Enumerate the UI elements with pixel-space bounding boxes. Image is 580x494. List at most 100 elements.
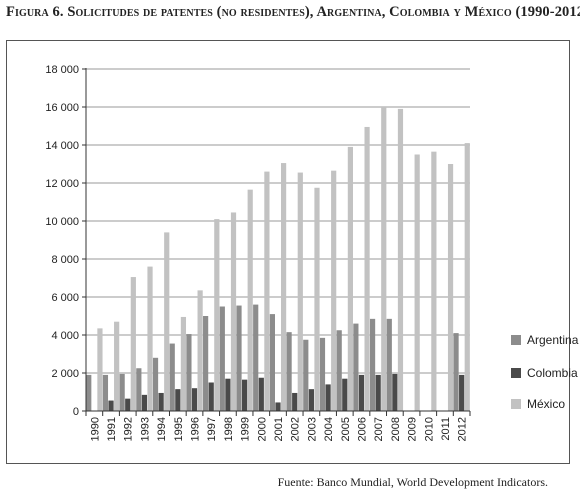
x-tick-label: 2001: [273, 417, 285, 441]
gridlines: [86, 68, 470, 374]
y-tick-label: 10 000: [45, 216, 79, 228]
bar-colombia-1997: [208, 382, 214, 411]
x-tick-label: 1997: [206, 417, 218, 441]
y-axis-ticks: 0 2 000 4 000 6 000 8 000 10 000 12 000 14 000 1…: [45, 64, 86, 418]
bar-colombia-1991: [108, 400, 114, 411]
x-tick-label: 2005: [340, 417, 352, 441]
bar-colombia-1996: [191, 388, 198, 411]
bar-argentina-2004: [319, 337, 326, 411]
bar-colombia-2007: [375, 374, 381, 411]
legend-swatch-colombia: [511, 368, 521, 378]
bar-argentina-2012: [453, 333, 459, 411]
chart-frame: [6, 40, 570, 464]
bar-argentina-1992: [119, 373, 125, 411]
bar-méxico-2002: [297, 172, 303, 411]
bar-argentina-2006: [353, 323, 359, 411]
x-tick-label: 2012: [457, 417, 469, 441]
bar-colombia-2012: [459, 374, 465, 411]
y-tick-label: 16 000: [45, 102, 79, 114]
bar-méxico-1996: [197, 290, 203, 411]
bar-argentina-2008: [386, 318, 392, 411]
legend-label-argentina: Argentina: [527, 333, 579, 347]
x-tick-label: 2007: [373, 417, 385, 441]
bar-méxico-1998: [230, 212, 237, 411]
bar-colombia-2003: [308, 389, 314, 411]
x-tick-label: 2004: [323, 417, 335, 441]
x-tick-label: 2011: [440, 417, 452, 441]
source-note: Fuente: Banco Mundial, World Development…: [277, 475, 548, 489]
bar-argentina-2003: [303, 339, 309, 411]
bar-méxico-1997: [214, 219, 220, 411]
y-tick-label: 2 000: [51, 368, 79, 380]
bar-argentina-1993: [136, 368, 142, 411]
bar-méxico-1990: [97, 328, 103, 411]
bar-colombia-2004: [325, 384, 331, 411]
bar-méxico-2000: [264, 171, 270, 411]
bar-méxico-1991: [114, 321, 120, 411]
legend-label-colombia: Colombia: [527, 366, 578, 380]
x-tick-label: 1995: [173, 417, 185, 441]
bar-argentina-2001: [269, 314, 275, 411]
bar-argentina-2002: [286, 332, 292, 411]
legend-swatch-méxico: [511, 399, 521, 409]
x-tick-label: 2002: [290, 417, 302, 441]
x-tick-label: 2010: [423, 417, 435, 441]
bar-colombia-1998: [225, 378, 231, 411]
y-tick-label: 4 000: [51, 330, 79, 342]
bar-argentina-1990: [86, 374, 92, 411]
bar-méxico-2004: [331, 170, 337, 411]
bar-argentina-1998: [219, 306, 225, 411]
axes: [85, 68, 470, 412]
legend: Argentina Colombia México: [511, 333, 579, 411]
bar-argentina-2007: [369, 318, 376, 411]
y-tick-label: 18 000: [45, 64, 79, 76]
bar-méxico-2008: [397, 108, 404, 412]
bar-méxico-2003: [314, 187, 320, 411]
x-axis-ticks: 1990 1991 1992 1993 1994 1995 1996 1997 1998 1999…: [85, 411, 471, 441]
bar-méxico-2006: [364, 126, 370, 411]
bar-méxico-2007: [381, 107, 387, 411]
x-tick-label: 1991: [106, 417, 118, 441]
x-tick-label: 1993: [139, 417, 151, 441]
bar-colombia-1999: [242, 379, 248, 411]
x-tick-label: 2000: [256, 417, 268, 441]
bar-colombia-1994: [158, 392, 164, 411]
bar-colombia-2005: [342, 378, 348, 411]
bar-colombia-2000: [258, 377, 264, 411]
x-tick-label: 1992: [123, 417, 135, 441]
bar-méxico-2010: [431, 151, 437, 411]
y-tick-label: 12 000: [45, 178, 79, 190]
bar-méxico-1992: [130, 277, 136, 411]
y-tick-label: 0: [73, 406, 79, 418]
bar-colombia-2008: [392, 373, 398, 411]
x-tick-label: 1996: [190, 417, 202, 441]
bars: [86, 107, 470, 412]
legend-label-méxico: México: [527, 397, 565, 411]
bar-méxico-2005: [347, 146, 353, 411]
bar-argentina-1994: [152, 357, 159, 411]
bar-méxico-2009: [414, 154, 420, 411]
bar-méxico-2011: [447, 164, 454, 411]
y-tick-label: 8 000: [51, 254, 79, 266]
bar-méxico-1993: [147, 266, 153, 411]
bar-méxico-2001: [281, 163, 287, 411]
x-tick-label: 1990: [89, 417, 101, 441]
bar-argentina-1991: [102, 374, 109, 411]
bar-colombia-2001: [275, 402, 281, 411]
x-tick-label: 1999: [240, 417, 252, 441]
bar-argentina-1997: [203, 316, 209, 411]
y-tick-label: 14 000: [45, 140, 79, 152]
x-tick-label: 1998: [223, 417, 235, 441]
bar-colombia-1993: [141, 394, 148, 411]
bar-méxico-2012: [464, 143, 470, 411]
x-tick-label: 2008: [390, 417, 402, 441]
y-tick-label: 6 000: [51, 292, 79, 304]
bar-argentina-1996: [186, 334, 192, 411]
x-tick-label: 2006: [356, 417, 368, 441]
bar-colombia-2002: [292, 392, 298, 411]
legend-swatch-argentina: [511, 335, 521, 345]
bar-colombia-1995: [175, 389, 181, 411]
bar-méxico-1999: [247, 189, 253, 411]
bar-argentina-2000: [253, 304, 259, 411]
